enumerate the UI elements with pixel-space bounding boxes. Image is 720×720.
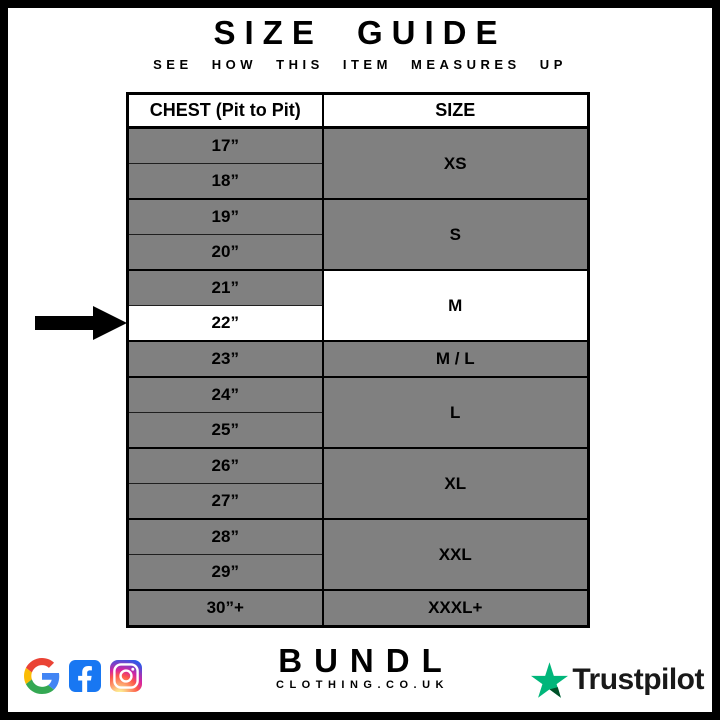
size-cell: XXL	[321, 518, 590, 590]
table-row: 27”	[126, 483, 589, 519]
chest-cell: 19”	[126, 198, 324, 235]
facebook-icon[interactable]	[69, 660, 101, 692]
table-row: 23” M / L	[126, 340, 590, 377]
social-icons-group	[24, 658, 142, 694]
size-cell: M	[321, 269, 590, 341]
size-cell: XL	[321, 447, 590, 519]
size-cell: XS	[321, 126, 590, 199]
chest-cell: 20”	[126, 234, 324, 270]
brand-name: BUNDL	[278, 642, 454, 679]
size-cell: S	[321, 198, 590, 270]
chest-cell: 26”	[126, 447, 324, 484]
chest-cell: 28”	[126, 518, 324, 555]
table-row: 25”	[126, 412, 589, 448]
table-row: 26” XL	[126, 447, 590, 519]
table-row: 28” XXL	[126, 518, 590, 590]
page-title: SIZE GUIDE	[213, 14, 507, 51]
size-table-body: 17” XS 18” 19” S 20” 21” M 22” 23” M / L 24” L 25” 26”…	[126, 126, 590, 627]
chest-cell: 24”	[126, 376, 324, 413]
table-header-row: CHEST (Pit to Pit) SIZE	[126, 92, 590, 129]
chest-cell: 30”+	[126, 589, 324, 627]
trustpilot-wordmark: Trustpilot	[572, 663, 704, 696]
table-row: 17” XS	[126, 126, 590, 199]
trustpilot-star-icon	[531, 662, 569, 698]
chest-column-header: CHEST (Pit to Pit)	[126, 92, 324, 129]
chest-cell: 25”	[126, 412, 324, 448]
brand-logo: BUNDL CLOTHING.CO.UK	[8, 644, 712, 691]
size-cell: M / L	[321, 340, 590, 377]
chest-cell: 18”	[126, 163, 324, 199]
brand-domain: CLOTHING.CO.UK	[276, 679, 449, 691]
google-icon[interactable]	[24, 658, 60, 694]
size-column-header: SIZE	[321, 92, 590, 129]
trustpilot-logo[interactable]: Trustpilot	[531, 662, 704, 698]
chest-cell: 22”	[126, 305, 324, 341]
table-row: 21” M	[126, 269, 590, 341]
table-row: 29”	[126, 554, 589, 590]
chest-cell: 21”	[126, 269, 324, 306]
chest-cell: 29”	[126, 554, 324, 590]
table-row: 19” S	[126, 198, 590, 270]
chest-cell: 17”	[126, 126, 324, 164]
size-guide-table: CHEST (Pit to Pit) SIZE 17” XS 18” 19” S 20” 2…	[126, 92, 590, 628]
chest-cell: 23”	[126, 340, 324, 377]
table-row: 22”	[126, 305, 589, 341]
table-row: 18”	[126, 163, 589, 199]
table-row: 24” L	[126, 376, 590, 448]
chest-cell: 27”	[126, 483, 324, 519]
table-row: 30”+ XXXL+	[126, 589, 590, 627]
instagram-icon[interactable]	[110, 660, 142, 692]
page-subtitle: SEE HOW THIS ITEM MEASURES UP	[153, 57, 567, 72]
row-pointer-arrow-icon	[35, 306, 127, 341]
size-cell: XXXL+	[321, 589, 590, 627]
size-cell: L	[321, 376, 590, 448]
table-row: 20”	[126, 234, 589, 270]
